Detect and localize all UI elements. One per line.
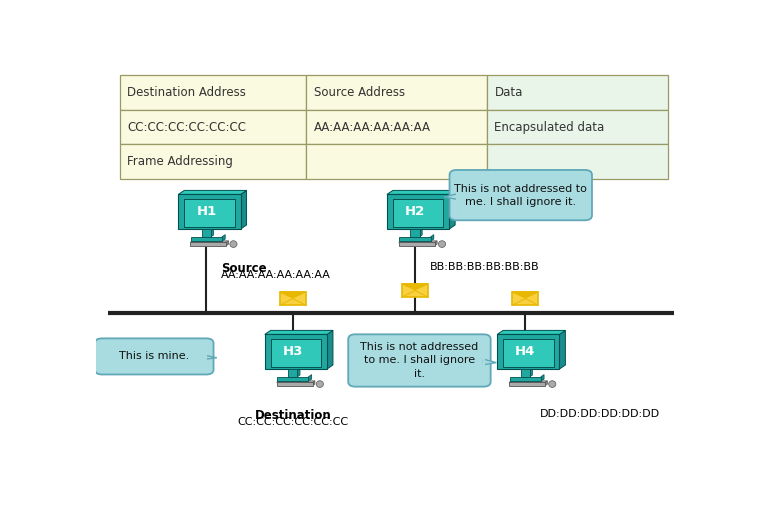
Text: Frame Addressing: Frame Addressing <box>127 155 233 168</box>
Text: AA:AA:AA:AA:AA:AA: AA:AA:AA:AA:AA:AA <box>314 121 431 134</box>
Polygon shape <box>206 356 217 359</box>
Text: H2: H2 <box>404 204 425 218</box>
Polygon shape <box>434 241 437 246</box>
Text: Destination: Destination <box>255 409 331 422</box>
Polygon shape <box>420 227 422 237</box>
Text: DD:DD:DD:DD:DD:DD: DD:DD:DD:DD:DD:DD <box>540 409 661 419</box>
Polygon shape <box>498 330 565 335</box>
Bar <box>120 110 306 144</box>
Polygon shape <box>226 241 228 246</box>
Bar <box>190 242 226 246</box>
Ellipse shape <box>316 380 324 387</box>
Polygon shape <box>211 227 214 237</box>
Polygon shape <box>190 241 228 242</box>
Bar <box>488 110 668 144</box>
Polygon shape <box>402 284 428 290</box>
Polygon shape <box>265 330 333 335</box>
Bar <box>120 144 306 179</box>
Bar <box>306 144 488 179</box>
Text: H1: H1 <box>196 204 217 218</box>
FancyBboxPatch shape <box>450 170 592 220</box>
Bar <box>411 229 420 237</box>
Polygon shape <box>387 190 455 194</box>
Polygon shape <box>512 292 538 298</box>
Polygon shape <box>298 367 300 377</box>
Bar <box>510 377 541 382</box>
Bar <box>288 369 298 377</box>
Text: CC:CC:CC:CC:CC:CC: CC:CC:CC:CC:CC:CC <box>127 121 246 134</box>
Bar <box>402 284 428 297</box>
Bar <box>509 383 545 386</box>
Bar <box>488 144 668 179</box>
Polygon shape <box>399 241 437 242</box>
Text: Destination Address: Destination Address <box>127 86 246 99</box>
Text: This is not addressed
to me. I shall ignore
it.: This is not addressed to me. I shall ign… <box>361 342 478 379</box>
Polygon shape <box>178 190 247 194</box>
Polygon shape <box>541 375 544 382</box>
Polygon shape <box>222 235 225 241</box>
Bar <box>265 335 327 369</box>
Bar <box>278 377 308 382</box>
Bar <box>503 339 554 367</box>
Text: This is not addressed to
me. I shall ignore it.: This is not addressed to me. I shall ign… <box>454 183 588 207</box>
Bar <box>399 237 431 241</box>
Bar <box>498 335 560 369</box>
Polygon shape <box>444 194 457 199</box>
FancyBboxPatch shape <box>348 334 491 387</box>
Text: Data: Data <box>494 86 523 99</box>
Ellipse shape <box>230 241 237 248</box>
Text: AA:AA:AA:AA:AA:AA: AA:AA:AA:AA:AA:AA <box>221 270 331 280</box>
Polygon shape <box>545 381 548 386</box>
Text: CC:CC:CC:CC:CC:CC: CC:CC:CC:CC:CC:CC <box>237 417 348 427</box>
Polygon shape <box>327 330 333 369</box>
Bar <box>191 237 222 241</box>
Bar <box>306 110 488 144</box>
Bar <box>201 229 211 237</box>
Polygon shape <box>280 292 306 298</box>
Ellipse shape <box>548 380 556 387</box>
Bar <box>521 369 530 377</box>
Polygon shape <box>484 359 496 365</box>
Polygon shape <box>277 381 315 383</box>
Bar <box>393 199 443 227</box>
Bar <box>488 75 668 110</box>
Polygon shape <box>530 367 532 377</box>
Bar <box>277 383 313 386</box>
Text: Encapsulated data: Encapsulated data <box>494 121 604 134</box>
Bar <box>306 75 488 110</box>
Bar <box>178 194 241 229</box>
Bar <box>280 292 306 305</box>
Text: H4: H4 <box>515 345 535 357</box>
Bar <box>512 292 538 305</box>
Text: H3: H3 <box>283 345 303 357</box>
Bar <box>120 75 306 110</box>
Polygon shape <box>431 235 434 241</box>
FancyBboxPatch shape <box>95 338 214 375</box>
Polygon shape <box>509 381 548 383</box>
Bar <box>271 339 321 367</box>
Text: BB:BB:BB:BB:BB:BB: BB:BB:BB:BB:BB:BB <box>430 262 540 272</box>
Text: This is mine.: This is mine. <box>119 352 189 362</box>
Bar <box>185 199 235 227</box>
Bar <box>399 242 434 246</box>
Polygon shape <box>241 190 247 229</box>
Ellipse shape <box>438 241 445 248</box>
Text: Source Address: Source Address <box>314 86 404 99</box>
Text: Source: Source <box>221 262 267 275</box>
Bar <box>387 194 449 229</box>
Polygon shape <box>560 330 565 369</box>
Polygon shape <box>313 381 315 386</box>
Polygon shape <box>308 375 311 382</box>
Polygon shape <box>449 190 455 229</box>
